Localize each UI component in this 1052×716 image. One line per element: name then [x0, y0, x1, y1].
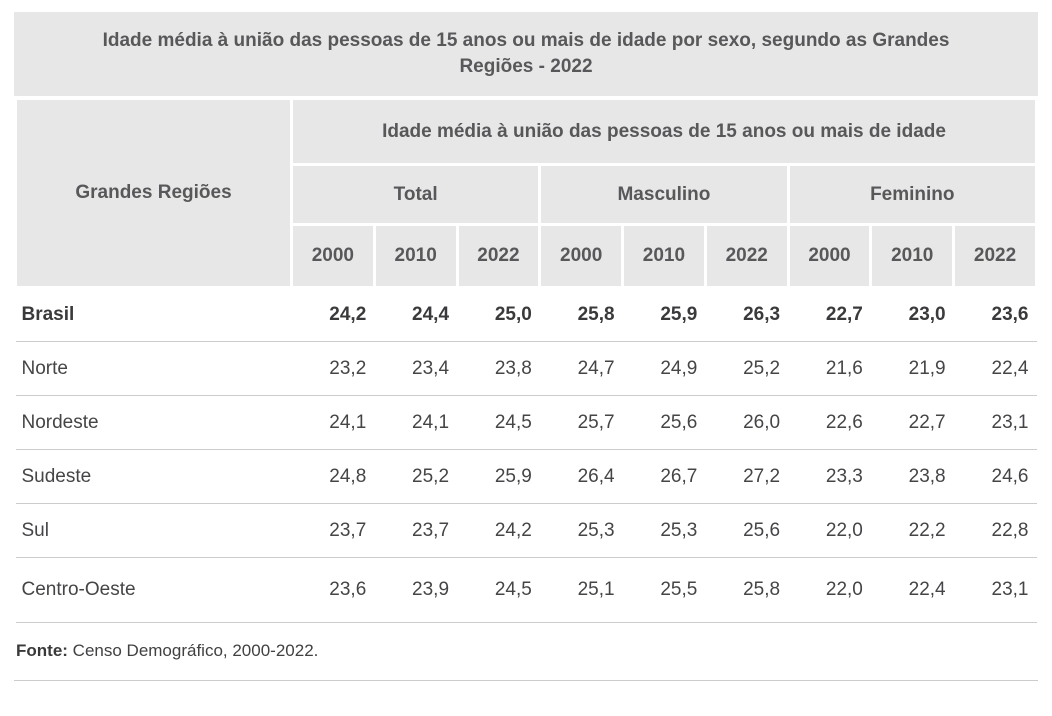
value-cell: 25,3	[622, 503, 706, 558]
table-row-sudeste: Sudeste 24,8 25,2 25,9 26,4 26,7 27,2 23…	[15, 449, 1037, 504]
value-cell: 24,4	[374, 287, 458, 342]
value-cell: 24,5	[457, 557, 540, 623]
region-cell: Sudeste	[15, 449, 292, 504]
value-cell: 24,7	[539, 341, 623, 396]
value-cell: 22,4	[953, 341, 1037, 396]
value-cell: 22,2	[870, 503, 954, 558]
value-cell: 23,6	[291, 557, 375, 623]
year-header-masculino-2010: 2010	[621, 223, 707, 289]
value-cell: 23,1	[953, 395, 1037, 450]
year-header-total-2022: 2022	[455, 223, 542, 289]
value-cell: 25,1	[539, 557, 623, 623]
value-cell: 24,1	[374, 395, 458, 450]
value-cell: 25,2	[705, 341, 789, 396]
value-cell: 24,6	[953, 449, 1037, 504]
group-header-indicator: Idade média à união das pessoas de 15 an…	[290, 97, 1038, 166]
value-cell: 26,0	[705, 395, 789, 450]
page-title: Idade média à união das pessoas de 15 an…	[102, 30, 950, 77]
region-cell: Norte	[15, 341, 292, 396]
value-cell: 24,8	[291, 449, 375, 504]
header-row-years: 2000 2010 2022 2000 2010 2022 2000 2010 …	[16, 223, 1038, 289]
value-cell: 22,6	[788, 395, 871, 450]
column-group-masculino: Masculino	[538, 163, 790, 226]
value-cell: 26,3	[705, 287, 789, 342]
value-cell: 25,8	[705, 557, 789, 623]
source-note: Fonte: Censo Demográfico, 2000-2022.	[14, 623, 1038, 681]
value-cell: 25,6	[705, 503, 789, 558]
year-header-masculino-2000: 2000	[538, 223, 625, 289]
value-cell: 23,1	[953, 557, 1037, 623]
value-cell: 23,6	[953, 287, 1037, 342]
table-row-norte: Norte 23,2 23,4 23,8 24,7 24,9 25,2 21,6…	[15, 341, 1037, 396]
table-row-brasil: Brasil 24,2 24,4 25,0 25,8 25,9 26,3 22,…	[15, 287, 1037, 342]
value-cell: 23,7	[291, 503, 375, 558]
source-text: Censo Demográfico, 2000-2022.	[72, 641, 319, 660]
region-cell: Centro-Oeste	[15, 557, 292, 623]
value-cell: 25,9	[622, 287, 706, 342]
table-row-sul: Sul 23,7 23,7 24,2 25,3 25,3 25,6 22,0 2…	[15, 503, 1037, 558]
header-row-group: Grandes Regiões Idade média à união das …	[14, 97, 1038, 289]
value-cell: 25,3	[539, 503, 623, 558]
value-cell: 25,9	[457, 449, 540, 504]
value-cell: 24,1	[291, 395, 375, 450]
value-cell: 23,3	[788, 449, 871, 504]
row-header-grandes-regioes: Grandes Regiões	[14, 97, 293, 289]
value-cell: 25,2	[374, 449, 458, 504]
value-cell: 25,0	[457, 287, 540, 342]
column-group-feminino: Feminino	[786, 163, 1039, 226]
value-cell: 25,6	[622, 395, 706, 450]
region-cell: Nordeste	[15, 395, 292, 450]
year-header-feminino-2010: 2010	[869, 223, 956, 289]
header-row-sex: Total Masculino Feminino	[16, 163, 1039, 226]
year-header-feminino-2000: 2000	[786, 223, 873, 289]
region-cell: Sul	[15, 503, 292, 558]
value-cell: 22,0	[788, 503, 871, 558]
value-cell: 23,4	[374, 341, 458, 396]
table-row-nordeste: Nordeste 24,1 24,1 24,5 25,7 25,6 26,0 2…	[15, 395, 1037, 450]
value-cell: 22,8	[953, 503, 1037, 558]
table-row-centro-oeste: Centro-Oeste 23,6 23,9 24,5 25,1 25,5 25…	[15, 557, 1037, 623]
page-title-bar: Idade média à união das pessoas de 15 an…	[14, 12, 1038, 96]
value-cell: 24,9	[622, 341, 706, 396]
value-cell: 24,5	[457, 395, 540, 450]
statistics-table: Grandes Regiões Idade média à união das …	[14, 97, 1039, 623]
page-container: Idade média à união das pessoas de 15 an…	[14, 12, 1039, 681]
value-cell: 25,7	[539, 395, 623, 450]
value-cell: 22,0	[788, 557, 871, 623]
value-cell: 26,7	[622, 449, 706, 504]
region-cell: Brasil	[15, 287, 292, 342]
source-label: Fonte:	[16, 641, 68, 660]
year-header-masculino-2022: 2022	[703, 223, 790, 289]
value-cell: 23,0	[870, 287, 954, 342]
year-header-total-2010: 2010	[372, 223, 459, 289]
value-cell: 21,6	[788, 341, 871, 396]
year-header-total-2000: 2000	[290, 223, 376, 289]
value-cell: 23,8	[870, 449, 954, 504]
value-cell: 25,8	[539, 287, 623, 342]
value-cell: 22,7	[870, 395, 954, 450]
value-cell: 23,8	[457, 341, 540, 396]
value-cell: 26,4	[539, 449, 623, 504]
column-group-total: Total	[289, 163, 542, 226]
value-cell: 22,7	[788, 287, 871, 342]
value-cell: 24,2	[291, 287, 375, 342]
value-cell: 27,2	[705, 449, 789, 504]
value-cell: 22,4	[870, 557, 954, 623]
value-cell: 24,2	[457, 503, 540, 558]
value-cell: 23,2	[291, 341, 375, 396]
value-cell: 23,7	[374, 503, 458, 558]
value-cell: 25,5	[622, 557, 706, 623]
value-cell: 23,9	[374, 557, 458, 623]
value-cell: 21,9	[870, 341, 954, 396]
year-header-feminino-2022: 2022	[952, 223, 1038, 289]
